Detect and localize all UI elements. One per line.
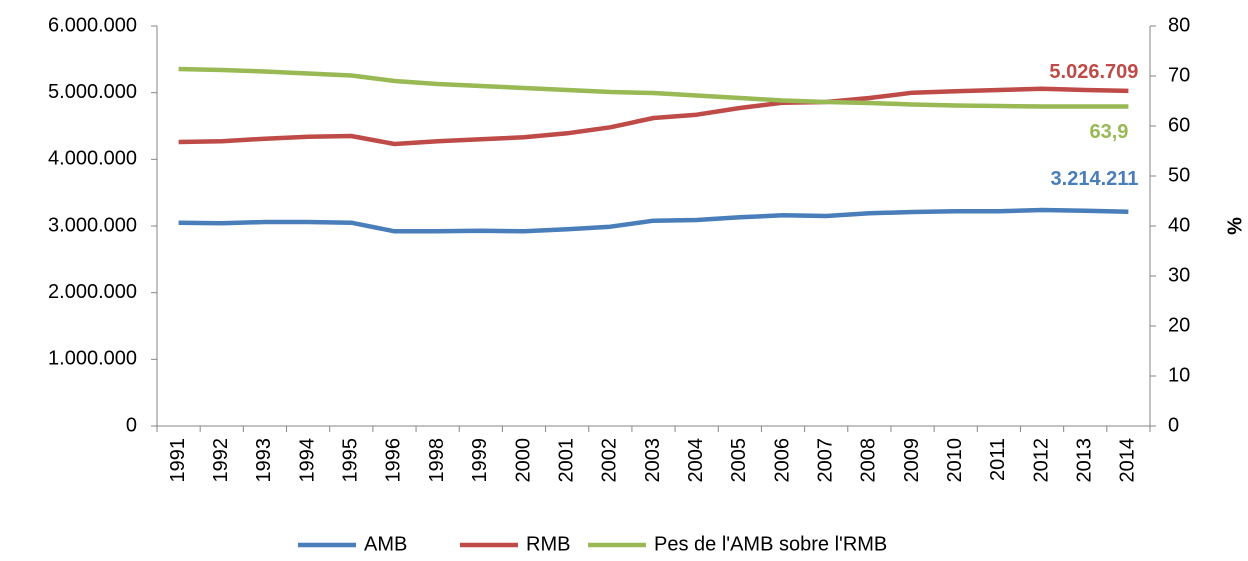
data-label: 5.026.709 <box>1049 61 1138 83</box>
legend-label: RMB <box>526 533 570 555</box>
x-tick-label: 2010 <box>944 438 966 483</box>
x-tick-label: 2005 <box>728 438 750 483</box>
y-tick-label: 1.000.000 <box>48 348 137 370</box>
y-tick-label: 4.000.000 <box>48 148 137 170</box>
x-tick-label: 2013 <box>1074 438 1096 483</box>
y-tick-label: 2.000.000 <box>48 281 137 303</box>
x-tick-label: 1993 <box>253 438 275 483</box>
x-tick-label: 2003 <box>642 438 664 483</box>
x-tick-label: 2014 <box>1117 438 1139 483</box>
x-tick-label: 1991 <box>167 438 189 483</box>
y2-tick-label: 10 <box>1168 364 1190 386</box>
y-tick-label: 5.000.000 <box>48 81 137 103</box>
x-tick-label: 1994 <box>296 438 318 483</box>
y2-tick-label: 60 <box>1168 114 1190 136</box>
y-tick-label: 3.000.000 <box>48 214 137 236</box>
x-tick-label: 2002 <box>599 438 621 483</box>
y-tick-label: 6.000.000 <box>48 14 137 36</box>
x-tick-label: 2006 <box>771 438 793 483</box>
y2-tick-label: 20 <box>1168 314 1190 336</box>
legend-label: AMB <box>364 533 407 555</box>
y2-tick-label: 70 <box>1168 64 1190 86</box>
x-tick-label: 2008 <box>858 438 880 483</box>
line <box>178 86 1129 147</box>
x-tick-label: 1996 <box>383 438 405 483</box>
x-tick-label: 2007 <box>814 438 836 483</box>
x-tick-label: 1998 <box>426 438 448 483</box>
x-tick-label: 2004 <box>685 438 707 483</box>
y2-axis-label: % <box>1224 217 1246 235</box>
x-tick-label: 1999 <box>469 438 491 483</box>
line <box>178 207 1129 234</box>
y2-tick-label: 30 <box>1168 264 1190 286</box>
data-label: 3.214.211 <box>1051 168 1139 190</box>
x-tick-label: 2012 <box>1030 438 1052 483</box>
y-tick-label: 0 <box>126 414 137 436</box>
legend-label: Pes de l'AMB sobre l'RMB <box>654 533 887 555</box>
x-tick-label: 2000 <box>512 438 534 483</box>
x-tick-label: 1992 <box>210 438 232 483</box>
line <box>178 66 1129 109</box>
y2-tick-label: 0 <box>1168 414 1179 436</box>
x-tick-label: 2001 <box>555 438 577 483</box>
x-tick-label: 2009 <box>901 438 923 483</box>
data-label: 63,9 <box>1089 121 1128 143</box>
y2-tick-label: 50 <box>1168 164 1190 186</box>
y2-tick-label: 80 <box>1168 14 1190 36</box>
x-tick-label: 1995 <box>340 438 362 483</box>
y2-tick-label: 40 <box>1168 214 1190 236</box>
x-tick-label: 2011 <box>987 438 1009 481</box>
